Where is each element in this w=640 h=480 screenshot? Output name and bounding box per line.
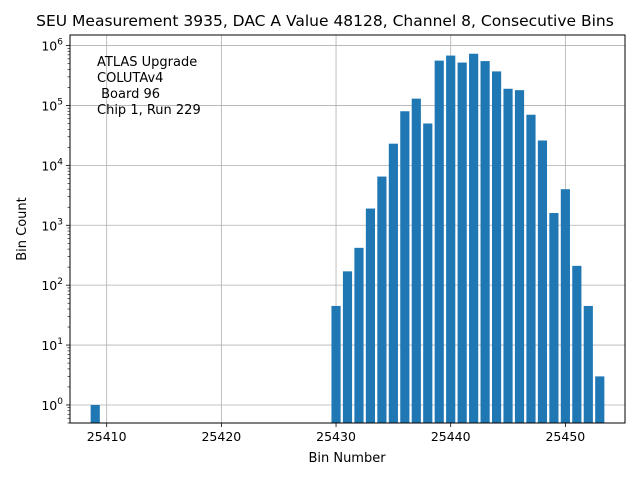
bar xyxy=(549,213,559,423)
x-tick-label: 25430 xyxy=(316,429,356,444)
y-tick-label: 100 xyxy=(41,397,63,413)
bar xyxy=(491,71,502,424)
y-axis-label: Bin Count xyxy=(15,197,30,261)
y-tick-label: 106 xyxy=(41,38,63,54)
bar xyxy=(514,90,525,424)
bar xyxy=(342,271,353,423)
bars xyxy=(90,53,605,424)
x-tick-label: 25440 xyxy=(431,429,471,444)
bar xyxy=(331,305,341,423)
x-axis-label: Bin Number xyxy=(308,451,386,466)
bar xyxy=(400,111,410,424)
bar xyxy=(423,123,433,423)
bar xyxy=(388,143,398,423)
bar xyxy=(526,114,536,424)
bar xyxy=(457,62,467,423)
bar xyxy=(469,53,479,424)
plot-frame xyxy=(69,34,626,424)
chart-title: SEU Measurement 3935, DAC A Value 48128,… xyxy=(36,12,614,30)
bar xyxy=(560,189,570,423)
bar xyxy=(446,55,456,423)
bar xyxy=(595,376,605,423)
x-tick-label: 25450 xyxy=(545,429,585,444)
x-axis: 25410 25420 25430 25440 25450 xyxy=(87,423,585,444)
y-tick-label: 103 xyxy=(41,217,63,233)
annotation-line: ATLAS Upgrade xyxy=(97,55,197,70)
annotation-line: Chip 1, Run 229 xyxy=(97,103,201,118)
y-tick-label: 102 xyxy=(41,277,63,293)
annotation-line: Board 96 xyxy=(97,87,160,102)
bar xyxy=(434,60,444,424)
y-axis: 100 101 102 103 104 105 106 xyxy=(41,38,70,424)
annotation-line: COLUTAv4 xyxy=(97,71,163,86)
bar xyxy=(583,305,593,423)
x-tick-label: 25410 xyxy=(87,429,127,444)
bar xyxy=(354,247,364,423)
y-tick-label: 105 xyxy=(41,97,63,113)
annotation: ATLAS Upgrade COLUTAv4 Board 96 Chip 1, … xyxy=(97,55,201,118)
bar xyxy=(411,98,421,424)
bar xyxy=(503,88,513,423)
bar xyxy=(572,265,582,423)
y-tick-label: 104 xyxy=(41,157,63,173)
bar xyxy=(377,176,387,423)
y-tick-label: 101 xyxy=(41,337,63,353)
x-tick-label: 25420 xyxy=(201,429,241,444)
bar xyxy=(480,61,490,424)
bar xyxy=(537,140,548,423)
bar xyxy=(90,404,100,423)
bar xyxy=(365,208,376,423)
